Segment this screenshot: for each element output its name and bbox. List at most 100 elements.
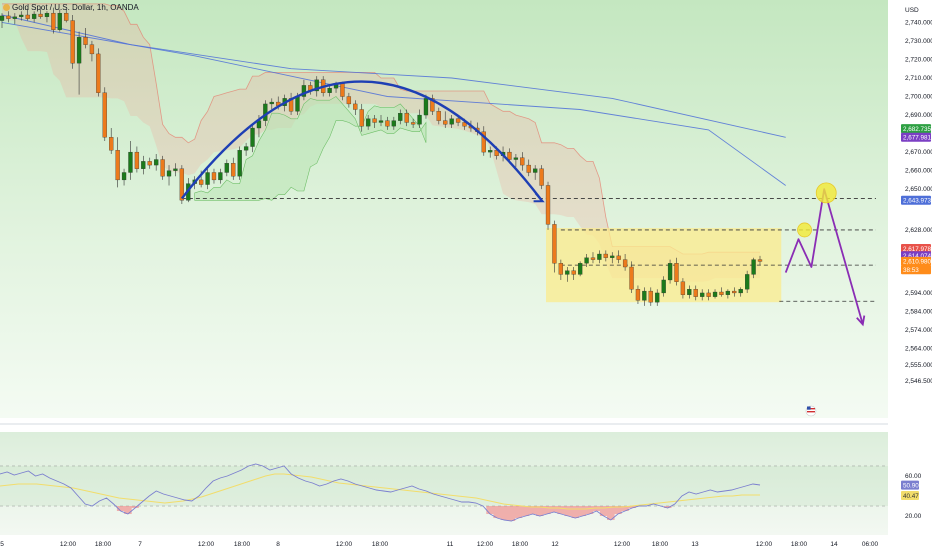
candle-body[interactable]: [327, 88, 332, 93]
candle-body[interactable]: [198, 179, 204, 185]
candle-body[interactable]: [301, 85, 307, 97]
candle-body[interactable]: [121, 172, 127, 181]
candle-body[interactable]: [667, 263, 673, 281]
candle-body[interactable]: [513, 157, 519, 160]
candle-body[interactable]: [404, 113, 409, 123]
candle-body[interactable]: [70, 20, 75, 64]
candle-body[interactable]: [340, 83, 345, 97]
candle-body[interactable]: [725, 290, 731, 295]
candle-body[interactable]: [745, 274, 750, 290]
candle-body[interactable]: [443, 120, 448, 125]
candle-body[interactable]: [597, 253, 602, 260]
candle-body[interactable]: [526, 164, 531, 173]
candle-body[interactable]: [706, 292, 711, 297]
candle-body[interactable]: [558, 263, 564, 275]
candle-body[interactable]: [160, 159, 165, 177]
candle-body[interactable]: [205, 172, 210, 185]
candle-body[interactable]: [250, 127, 255, 147]
candle-body[interactable]: [263, 103, 268, 121]
candle-body[interactable]: [231, 163, 236, 177]
candle-body[interactable]: [128, 151, 133, 173]
candle-body[interactable]: [31, 13, 37, 19]
candle-body[interactable]: [751, 259, 756, 275]
candle-body[interactable]: [430, 98, 435, 112]
candle-body[interactable]: [44, 12, 50, 17]
candle-body[interactable]: [565, 270, 570, 275]
candle-body[interactable]: [57, 12, 62, 30]
candle-body[interactable]: [6, 15, 11, 19]
candle-body[interactable]: [712, 291, 718, 297]
candle-body[interactable]: [96, 53, 101, 93]
candle-body[interactable]: [603, 253, 608, 258]
candle-body[interactable]: [179, 168, 185, 201]
candle-body[interactable]: [391, 120, 396, 127]
candle-body[interactable]: [64, 12, 69, 21]
candle-body[interactable]: [243, 146, 249, 151]
candle-body[interactable]: [590, 257, 596, 260]
candle-body[interactable]: [635, 289, 641, 301]
candle-body[interactable]: [642, 290, 647, 301]
candle-body[interactable]: [680, 281, 686, 295]
candle-body[interactable]: [455, 118, 461, 123]
candle-body[interactable]: [346, 96, 352, 105]
candle-body[interactable]: [571, 270, 576, 275]
candle-body[interactable]: [417, 114, 422, 125]
candle-body[interactable]: [757, 259, 763, 262]
candle-body[interactable]: [655, 292, 660, 303]
candle-body[interactable]: [552, 224, 557, 264]
candle-body[interactable]: [218, 172, 223, 181]
candle-body[interactable]: [436, 111, 441, 121]
candle-body[interactable]: [372, 118, 377, 123]
candle-body[interactable]: [51, 12, 56, 30]
candle-body[interactable]: [622, 259, 628, 268]
candle-body[interactable]: [481, 131, 486, 153]
candle-body[interactable]: [462, 122, 467, 127]
candle-body[interactable]: [83, 37, 88, 45]
candle-body[interactable]: [629, 266, 634, 290]
candle-body[interactable]: [102, 92, 107, 138]
candle-body[interactable]: [173, 168, 178, 171]
candle-body[interactable]: [38, 13, 43, 17]
candle-body[interactable]: [366, 118, 371, 127]
candle-body[interactable]: [12, 16, 17, 19]
candle-body[interactable]: [488, 150, 493, 153]
candle-body[interactable]: [449, 118, 454, 125]
candle-body[interactable]: [166, 170, 172, 177]
candle-body[interactable]: [616, 255, 621, 260]
candle-body[interactable]: [610, 255, 615, 258]
candle-body[interactable]: [687, 289, 692, 295]
candle-body[interactable]: [700, 292, 705, 297]
candle-body[interactable]: [494, 150, 499, 156]
candle-body[interactable]: [154, 159, 159, 166]
candle-body[interactable]: [147, 161, 152, 166]
candle-body[interactable]: [314, 79, 319, 92]
candle-body[interactable]: [89, 44, 95, 55]
candle-body[interactable]: [269, 101, 274, 105]
candle-body[interactable]: [577, 263, 583, 275]
candle-body[interactable]: [674, 263, 679, 282]
candle-body[interactable]: [423, 98, 429, 116]
candle-body[interactable]: [353, 103, 358, 110]
candle-body[interactable]: [693, 289, 698, 297]
candle-body[interactable]: [211, 172, 217, 181]
candle-body[interactable]: [661, 279, 666, 294]
candle-body[interactable]: [76, 37, 82, 64]
candle-body[interactable]: [719, 291, 724, 295]
candle-body[interactable]: [109, 137, 114, 151]
candle-body[interactable]: [224, 163, 229, 173]
candle-body[interactable]: [545, 185, 551, 225]
candle-body[interactable]: [533, 168, 538, 173]
candle-body[interactable]: [539, 168, 544, 186]
candle-body[interactable]: [237, 150, 242, 177]
candle-body[interactable]: [19, 14, 24, 17]
candle-body[interactable]: [134, 151, 140, 169]
candle-body[interactable]: [410, 122, 416, 125]
candle-body[interactable]: [738, 289, 743, 294]
candle-body[interactable]: [378, 120, 384, 123]
candle-body[interactable]: [507, 151, 512, 160]
candle-body[interactable]: [141, 161, 146, 169]
candle-body[interactable]: [295, 96, 300, 112]
candle-body[interactable]: [25, 14, 30, 19]
candle-body[interactable]: [732, 290, 737, 294]
